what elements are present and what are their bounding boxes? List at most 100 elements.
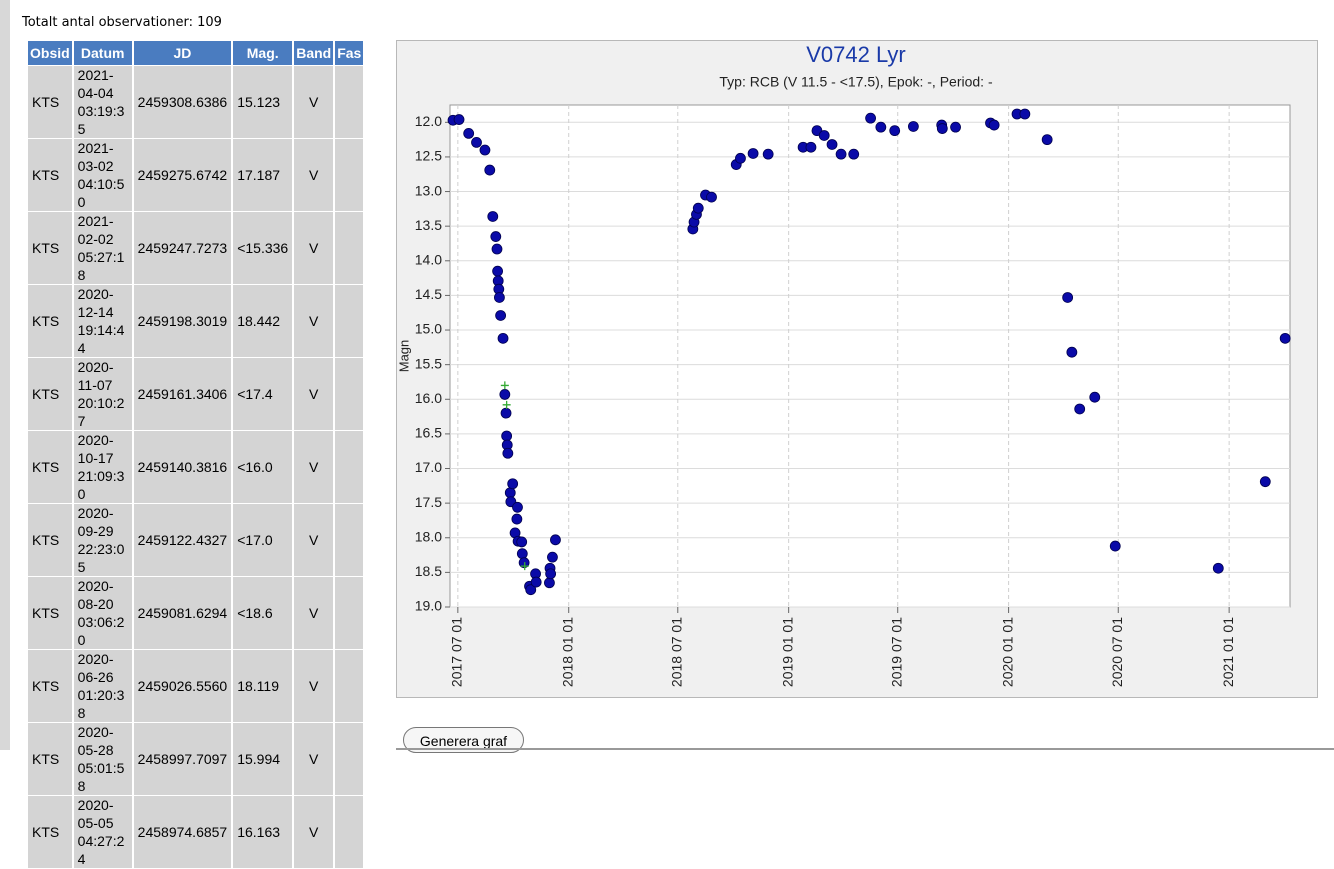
table-cell: 2020-05-05 04:27:24 [73, 796, 132, 868]
data-point [865, 112, 877, 124]
x-tick-label: 2018 07 01 [668, 617, 684, 687]
cell-text: KTS [32, 386, 60, 402]
date-text: 2021-04-04 03:19:35 [77, 67, 125, 137]
data-point [495, 310, 507, 321]
table-cell: 2020-05-28 05:01:58 [73, 723, 132, 795]
y-tick-label: 15.0 [415, 321, 442, 337]
table-cell: V [294, 796, 334, 868]
table-cell: V [294, 504, 334, 576]
data-point [762, 148, 774, 160]
data-point [735, 152, 746, 164]
cell-text: 18.442 [237, 313, 281, 329]
data-point [463, 127, 475, 139]
table-cell: KTS [28, 577, 72, 649]
x-tick-label: 2019 01 01 [779, 617, 795, 687]
table-cell: 18.442 [233, 285, 293, 357]
data-point [692, 202, 704, 214]
table-cell: 2020-09-29 22:23:05 [73, 504, 132, 576]
y-tick-label: 18.5 [415, 563, 442, 579]
table-row: KTS 2021-03-02 04:10:50 2459275.6742 17.187… [28, 139, 364, 211]
limit-point [502, 400, 511, 409]
data-point [453, 114, 465, 125]
cell-text: V [309, 532, 319, 548]
date-text: 2020-10-17 21:09:30 [77, 432, 125, 502]
cell-text: <17.0 [237, 532, 273, 548]
data-point [516, 548, 528, 560]
x-tick-label: 2017 07 01 [449, 617, 465, 687]
cell-text: V [309, 167, 319, 183]
cell-text: KTS [32, 532, 60, 548]
cell-text: V [309, 751, 319, 767]
cell-text: 2458974.6857 [137, 824, 228, 840]
table-cell: 2458997.7097 [133, 723, 232, 795]
table-cell: KTS [28, 212, 72, 284]
cell-text: 2459161.3406 [137, 386, 228, 402]
cell-text: KTS [32, 459, 60, 475]
table-cell: V [294, 723, 334, 795]
table-cell [335, 796, 364, 868]
data-point [550, 534, 561, 546]
table-cell: 2459247.7273 [133, 212, 232, 284]
cell-text: V [309, 94, 319, 110]
table-cell: V [294, 285, 334, 357]
cell-text: V [309, 605, 319, 621]
cell-text: KTS [32, 240, 60, 256]
table-cell [335, 358, 364, 430]
table-cell: <17.4 [233, 358, 293, 430]
cell-text: V [309, 240, 319, 256]
cell-text: V [309, 824, 319, 840]
table-cell: V [294, 212, 334, 284]
column-header: Mag. [233, 41, 293, 65]
cell-text: 17.187 [237, 167, 281, 183]
chart-title: V0742 Lyr [806, 42, 905, 67]
cell-text: 2459140.3816 [137, 459, 228, 475]
cell-text: 2459122.4327 [137, 532, 228, 548]
table-cell [335, 66, 364, 138]
plot-area [449, 104, 1291, 608]
data-point [492, 265, 504, 277]
data-point [497, 332, 509, 344]
data-point [1259, 476, 1271, 488]
table-cell: 2459161.3406 [133, 358, 232, 430]
cell-text: <17.4 [237, 386, 273, 402]
table-cell: KTS [28, 723, 72, 795]
table-cell: 2020-11-07 20:10:27 [73, 358, 132, 430]
y-axis-label: Magn [396, 340, 411, 373]
table-cell [335, 431, 364, 503]
data-point [826, 139, 838, 150]
table-cell: KTS [28, 66, 72, 138]
chart: V0742 Lyr Typ: RCB (V 11.5 - <17.5), Epo… [396, 40, 1318, 698]
points [447, 108, 1291, 596]
data-point [1212, 562, 1224, 574]
date-text: 2020-06-26 01:20:38 [77, 651, 125, 721]
y-tick-label: 12.0 [415, 113, 442, 129]
data-point [484, 164, 496, 176]
cell-text: 2459026.5560 [137, 678, 228, 694]
divider [396, 748, 1334, 750]
data-point [889, 125, 901, 137]
data-point [747, 148, 759, 159]
cell-text: KTS [32, 678, 60, 694]
table-cell: KTS [28, 139, 72, 211]
table-cell: <15.336 [233, 212, 293, 284]
table-body: KTS 2021-04-04 03:19:35 2459308.6386 15.123… [28, 66, 364, 868]
data-point [525, 584, 537, 596]
table-cell: V [294, 139, 334, 211]
date-text: 2021-03-02 04:10:50 [77, 140, 125, 210]
data-point [950, 121, 961, 133]
data-point [988, 119, 1000, 131]
cell-text: KTS [32, 167, 60, 183]
table-cell: 2459198.3019 [133, 285, 232, 357]
cell-text: KTS [32, 94, 60, 110]
table-cell: 2459026.5560 [133, 650, 232, 722]
table-row: KTS 2020-06-26 01:20:38 2459026.5560 18.119… [28, 650, 364, 722]
chart-subtitle: Typ: RCB (V 11.5 - <17.5), Epok: -, Peri… [719, 74, 993, 90]
y-tick-label: 12.5 [415, 148, 442, 164]
cell-text: 2458997.7097 [137, 751, 228, 767]
table-cell: 15.123 [233, 66, 293, 138]
data-point [512, 501, 523, 513]
column-header: JD [133, 41, 232, 65]
data-point [1109, 540, 1121, 552]
table-cell: 2020-10-17 21:09:30 [73, 431, 132, 503]
date-text: 2020-05-05 04:27:24 [77, 797, 125, 867]
